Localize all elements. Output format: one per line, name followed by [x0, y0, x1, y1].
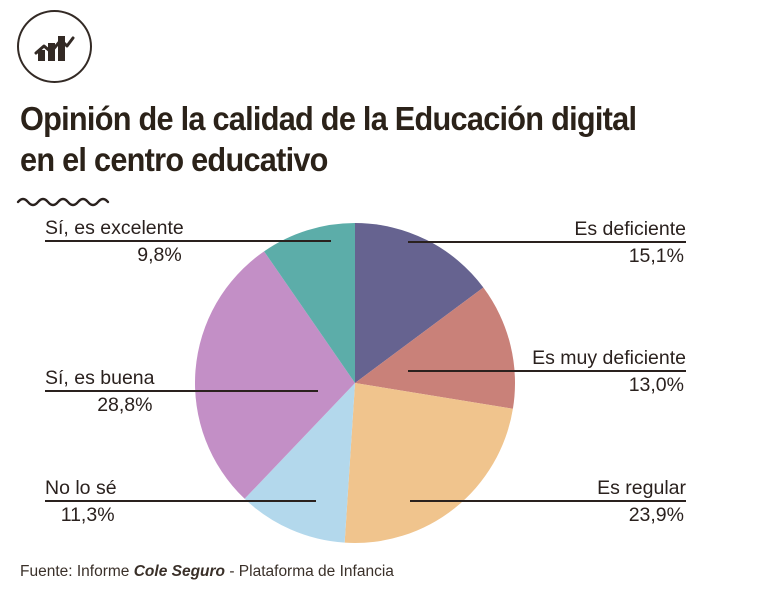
leader-line-no-lo-se [45, 500, 316, 502]
slice-label: Sí, es buena [45, 367, 155, 389]
pie-label-es-muy-deficiente: Es muy deficiente 13,0% [532, 347, 686, 397]
source-line: Fuente: Informe Cole Seguro - Plataforma… [20, 563, 394, 581]
slice-label: Es regular [597, 477, 686, 499]
leader-line-si-es-excelente [45, 240, 331, 242]
logo-circle [17, 10, 92, 83]
pie-label-es-deficiente: Es deficiente 15,1% [574, 218, 686, 268]
slice-label: Es muy deficiente [532, 347, 686, 369]
squiggle-underline [16, 197, 110, 207]
slice-value: 23,9% [628, 504, 684, 526]
slice-label: Es deficiente [574, 218, 686, 240]
pie-slice-0 [355, 223, 484, 383]
leader-line-es-regular [410, 500, 686, 502]
bar-chart-trend-icon [34, 35, 74, 61]
slice-value: 13,0% [628, 374, 684, 396]
pie-slice-4 [195, 251, 355, 499]
page-title-line1: Opinión de la calidad de la Educación di… [20, 100, 637, 137]
source-suffix: - Plataforma de Infancia [225, 563, 394, 580]
pie-label-si-es-excelente: Sí, es excelente 9,8% [45, 217, 184, 267]
source-emphasis: Cole Seguro [133, 563, 226, 580]
page-title: Opinión de la calidad de la Educación di… [20, 98, 755, 180]
source-prefix: Fuente: Informe [20, 563, 134, 580]
pie-slice-1 [355, 287, 515, 409]
pie-label-no-lo-se: No lo sé 11,3% [45, 477, 117, 527]
slice-value: 28,8% [97, 394, 153, 416]
pie-slice-2 [344, 383, 513, 543]
pie-slice-3 [244, 383, 355, 543]
slice-label: No lo sé [45, 477, 117, 499]
slice-value: 9,8% [137, 244, 182, 266]
slice-value: 11,3% [60, 504, 115, 526]
pie-label-es-regular: Es regular 23,9% [597, 477, 686, 527]
pie-label-si-es-buena: Sí, es buena 28,8% [45, 367, 155, 417]
slice-value: 15,1% [628, 245, 684, 267]
page-title-line2: en el centro educativo [20, 141, 328, 178]
leader-line-si-es-buena [45, 390, 318, 392]
pie-slice-5 [264, 223, 355, 383]
slice-label: Sí, es excelente [45, 217, 184, 239]
leader-line-es-deficiente [408, 241, 686, 243]
pie-chart [195, 223, 515, 543]
leader-line-es-muy-deficiente [408, 370, 686, 372]
